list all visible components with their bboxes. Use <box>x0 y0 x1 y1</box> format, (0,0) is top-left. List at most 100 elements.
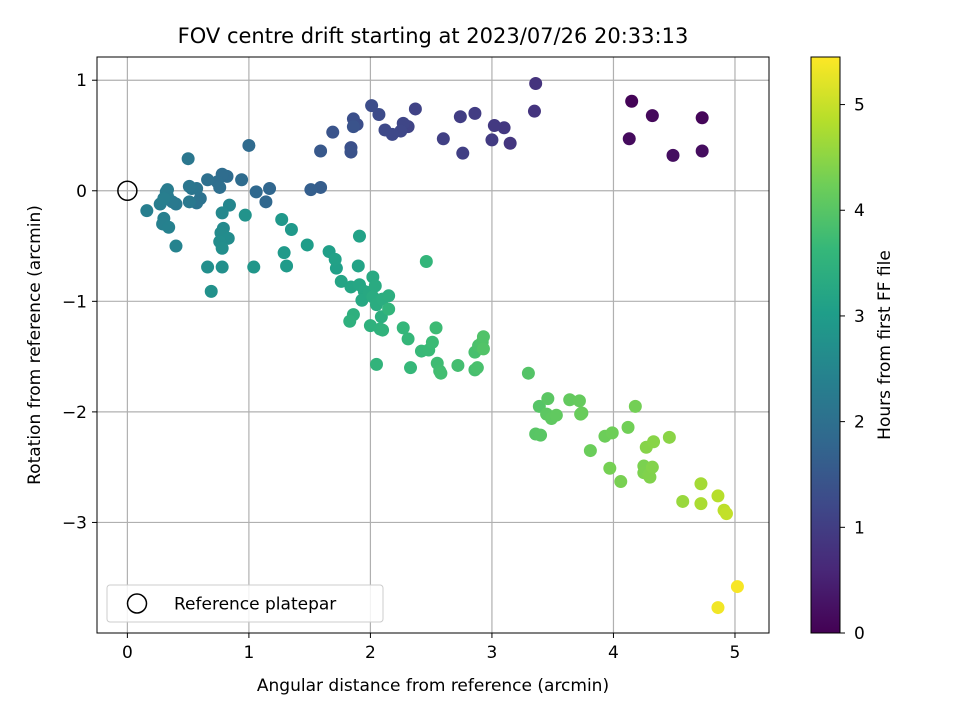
data-point <box>369 357 383 371</box>
data-point <box>476 342 490 356</box>
data-point <box>429 321 443 335</box>
x-tick-label: 1 <box>243 643 254 663</box>
data-point <box>280 259 294 273</box>
data-point <box>275 213 289 227</box>
data-point <box>711 601 725 615</box>
data-point <box>497 121 511 135</box>
data-point <box>476 330 490 344</box>
data-point <box>368 279 382 293</box>
plot-frame <box>96 56 770 634</box>
data-point <box>213 180 227 194</box>
data-point <box>549 408 563 422</box>
data-point <box>719 507 733 521</box>
data-point <box>563 393 577 407</box>
data-point <box>382 289 396 303</box>
data-point <box>456 146 470 160</box>
legend: Reference platepar <box>106 584 384 623</box>
data-point <box>382 302 396 316</box>
data-point <box>408 102 422 116</box>
x-tick-label: 3 <box>487 643 498 663</box>
data-point <box>485 133 499 147</box>
data-point <box>334 274 348 288</box>
data-point <box>247 260 261 274</box>
data-point <box>169 239 183 253</box>
data-point <box>344 145 358 159</box>
data-point <box>304 183 318 197</box>
x-tick-label: 2 <box>365 643 376 663</box>
data-point <box>140 204 154 218</box>
y-axis-label: Rotation from reference (arcmin) <box>25 205 45 485</box>
data-point <box>487 119 501 133</box>
data-point <box>157 192 171 206</box>
chart-title: FOV centre drift starting at 2023/07/26 … <box>178 24 689 48</box>
data-point <box>711 489 725 503</box>
data-point <box>326 125 340 139</box>
data-point <box>201 260 215 274</box>
data-point <box>378 123 392 137</box>
data-point <box>695 111 709 125</box>
data-point <box>376 323 390 337</box>
data-point <box>300 238 314 252</box>
data-point <box>328 252 342 266</box>
y-tick-label: 0 <box>76 182 87 202</box>
x-axis-ticks: 0 1 2 3 4 5 <box>122 633 740 663</box>
data-point <box>621 420 635 434</box>
data-point <box>614 475 628 489</box>
data-point <box>314 180 328 194</box>
colorbar-tick-label: 5 <box>854 96 865 116</box>
x-axis-label: Angular distance from reference (arcmin) <box>257 676 609 696</box>
data-point <box>181 152 195 166</box>
data-point <box>365 99 379 113</box>
data-point <box>314 144 328 158</box>
data-point <box>182 195 196 209</box>
colorbar <box>810 56 841 634</box>
data-point <box>215 260 229 274</box>
y-tick-label: 1 <box>76 71 87 91</box>
data-point <box>503 136 517 150</box>
data-points <box>140 77 744 615</box>
data-point <box>238 208 252 222</box>
data-point <box>263 182 277 196</box>
colorbar-ticks: 0 1 2 3 4 5 <box>840 96 865 644</box>
data-point <box>730 580 744 594</box>
data-point <box>235 173 249 187</box>
x-tick-label: 4 <box>608 643 619 663</box>
data-point <box>625 94 639 108</box>
y-axis-ticks: 1 0 −1 −2 −3 <box>62 71 97 533</box>
reference-marker-layer <box>117 180 138 202</box>
colorbar-tick-label: 3 <box>854 307 865 327</box>
data-point <box>622 132 636 146</box>
data-point <box>242 138 256 152</box>
data-point <box>434 366 448 380</box>
reference-marker <box>117 180 138 202</box>
legend-marker <box>126 593 148 614</box>
data-point <box>643 470 657 484</box>
data-point <box>436 132 450 146</box>
data-point <box>343 314 357 328</box>
data-point <box>351 259 365 273</box>
data-point <box>401 332 415 346</box>
data-point <box>182 179 196 193</box>
data-point <box>534 428 548 442</box>
data-point <box>583 444 597 458</box>
data-point <box>372 107 386 121</box>
colorbar-label: Hours from first FF file <box>875 250 895 440</box>
data-point <box>666 148 680 162</box>
legend-label: Reference platepar <box>174 595 336 615</box>
data-point <box>662 430 676 444</box>
data-point <box>572 394 586 408</box>
data-point <box>603 461 617 475</box>
y-tick-label: −3 <box>62 513 87 533</box>
data-point <box>162 220 176 234</box>
y-tick-label: −1 <box>62 292 87 312</box>
data-point <box>201 173 215 187</box>
data-point <box>249 185 263 199</box>
colorbar-tick-label: 2 <box>854 413 865 433</box>
data-point <box>694 477 708 491</box>
data-point <box>204 284 218 298</box>
data-point <box>215 206 229 220</box>
x-tick-label: 0 <box>122 643 133 663</box>
colorbar-tick-label: 0 <box>854 624 865 644</box>
grid <box>97 57 769 633</box>
data-point <box>645 109 659 123</box>
